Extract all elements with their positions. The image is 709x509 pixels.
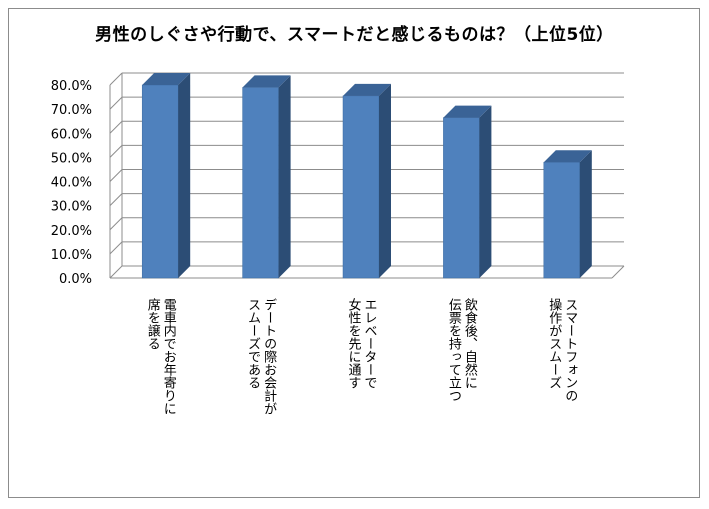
bar <box>141 84 179 279</box>
bar <box>443 117 480 279</box>
category-label: エレベーターで <box>362 298 378 389</box>
chart-title: 男性のしぐさや行動で、スマートだと感じるものは？（上位5位） <box>95 25 614 45</box>
y-tick-label: 0.0% <box>59 272 92 287</box>
bar-top <box>242 75 291 88</box>
bar <box>242 87 279 279</box>
category-label: 席を譲る <box>145 297 161 350</box>
y-tick-label: 40.0% <box>51 176 92 191</box>
gridline-depth <box>109 241 123 255</box>
y-tick-label: 30.0% <box>51 200 92 215</box>
y-tick-label: 50.0% <box>51 151 92 166</box>
y-tick-label: 20.0% <box>51 224 92 239</box>
bar <box>543 161 581 279</box>
bar-side <box>178 73 191 278</box>
gridline-depth <box>109 72 123 86</box>
bar-top <box>343 83 391 96</box>
category-label: 操作がスムーズ <box>546 297 562 389</box>
y-tick-label: 80.0% <box>51 79 92 94</box>
y-tick-label: 70.0% <box>51 103 92 118</box>
category-label: デートの際お会計が <box>261 298 277 415</box>
bar-top <box>142 73 191 85</box>
category-label: スマートフォンの <box>562 298 577 402</box>
gridline-depth <box>109 120 123 134</box>
floor-right-edge <box>611 265 625 279</box>
y-tick-label: 60.0% <box>51 127 92 142</box>
bar <box>342 95 380 279</box>
gridline-depth <box>109 96 123 110</box>
category-label: 電車内でお年寄りに <box>161 298 177 415</box>
y-tick-label: 10.0% <box>51 248 92 263</box>
gridline-depth <box>109 193 123 206</box>
category-label: 伝票を持って立つ <box>446 298 462 402</box>
category-label: 飲食後、自然に <box>462 297 478 389</box>
gridline-depth <box>109 169 123 182</box>
gridline-depth <box>109 265 123 279</box>
bar-top <box>543 150 592 163</box>
gridline-depth <box>109 145 123 158</box>
category-label: 女性を先に通す <box>346 297 362 389</box>
bar-top <box>443 105 492 118</box>
category-label: スムーズである <box>245 298 260 389</box>
bar-side <box>278 75 291 278</box>
bar-side <box>579 150 592 278</box>
gridline-depth <box>109 217 123 231</box>
bar-side <box>479 105 492 278</box>
bar-side <box>379 83 391 278</box>
